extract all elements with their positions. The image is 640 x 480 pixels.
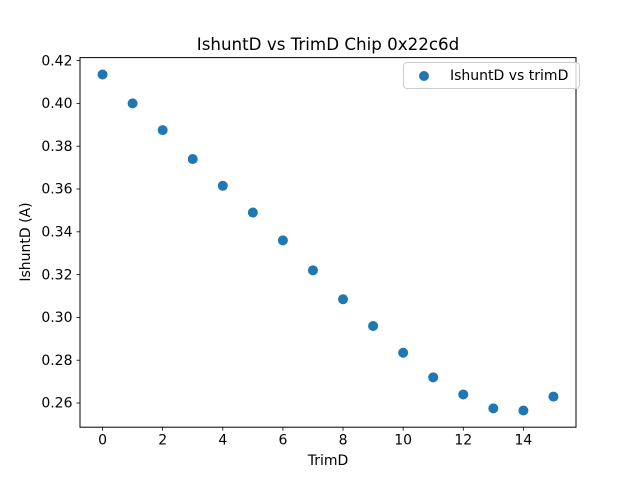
data-point (187, 154, 198, 165)
x-tick-label: 10 (394, 433, 412, 449)
data-point (97, 69, 108, 80)
y-tick-label: 0.32 (41, 267, 72, 283)
y-tick-label: 0.34 (41, 225, 72, 241)
y-tick-label: 0.26 (41, 396, 72, 412)
chart-title: IshuntD vs TrimD Chip 0x22c6d (196, 34, 460, 54)
x-tick-label: 0 (98, 433, 107, 449)
x-tick-label: 4 (218, 433, 227, 449)
data-point (127, 98, 138, 109)
data-point (368, 320, 379, 331)
y-tick-label: 0.40 (41, 96, 72, 112)
data-point (157, 125, 168, 136)
data-point (217, 180, 228, 191)
y-tick-label: 0.30 (41, 310, 72, 326)
y-tick-label: 0.28 (41, 353, 72, 369)
data-point (488, 403, 499, 414)
legend: IshuntD vs trimD (403, 62, 581, 89)
data-point (458, 389, 469, 400)
x-axis-label: TrimD (307, 453, 349, 469)
y-tick-label: 0.36 (41, 182, 72, 198)
legend-label: IshuntD vs trimD (450, 67, 569, 84)
y-axis-label: IshuntD (A) (18, 202, 34, 282)
x-tick-label: 8 (339, 433, 348, 449)
scatter-marker-icon (419, 70, 429, 81)
data-point (548, 391, 559, 402)
data-point (247, 207, 258, 218)
x-tick-label: 2 (158, 433, 167, 449)
data-point (428, 372, 439, 383)
data-point (518, 405, 529, 416)
x-tick-label: 12 (454, 433, 472, 449)
x-tick-label: 6 (278, 433, 287, 449)
x-tick-label: 14 (514, 433, 532, 449)
data-point (338, 294, 349, 305)
data-point (307, 265, 318, 276)
y-tick-label: 0.42 (41, 53, 72, 69)
data-point (277, 235, 288, 246)
axes-spines (79, 57, 577, 428)
y-tick-label: 0.38 (41, 139, 72, 155)
data-point (398, 347, 409, 358)
